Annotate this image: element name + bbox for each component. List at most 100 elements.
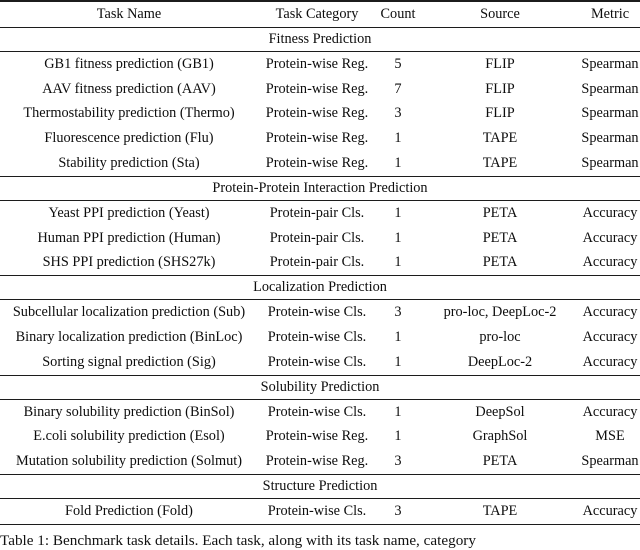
cell-task-name: Binary localization prediction (BinLoc)	[15, 329, 243, 346]
table-row: SHS PPI prediction (SHS27k) Protein-pair …	[0, 251, 640, 276]
cell-metric: Accuracy	[582, 329, 638, 346]
cell-task-name: Yeast PPI prediction (Yeast)	[48, 204, 210, 221]
cell-count: 1	[394, 155, 402, 172]
cell-count: 1	[394, 229, 402, 246]
cell-task-name: Fold Prediction (Fold)	[65, 503, 193, 520]
cell-metric: Accuracy	[582, 254, 638, 271]
column-header-task-name: Task Name	[96, 6, 162, 22]
cell-source: DeepSol	[475, 403, 525, 420]
table-section: Solubility Prediction Binary solubility p…	[0, 374, 640, 474]
cell-task-name: AAV fitness prediction (AAV)	[42, 80, 216, 97]
table-row: Yeast PPI prediction (Yeast) Protein-pair…	[0, 201, 640, 226]
cell-count: 3	[394, 503, 402, 520]
cell-source: PETA	[482, 229, 518, 246]
table-section: Fitness Prediction GB1 fitness prediction…	[0, 28, 640, 176]
cell-count: 3	[394, 304, 402, 321]
cell-task-name: Mutation solubility prediction (Solmut)	[16, 453, 242, 470]
section-header: Structure Prediction	[0, 475, 640, 500]
section-header: Fitness Prediction	[0, 28, 640, 52]
table-row: Subcellular localization prediction (Sub…	[0, 300, 640, 325]
table-row: E.coli solubility prediction (Esol) Prote…	[0, 425, 640, 450]
cell-count: 7	[394, 80, 402, 97]
cell-task-category: Protein-wise Cls.	[267, 353, 367, 370]
cell-count: 5	[394, 55, 402, 72]
table-row: Stability prediction (Sta) Protein-wise R…	[0, 151, 640, 176]
cell-task-name: Thermostability prediction (Thermo)	[23, 105, 235, 122]
table-row: AAV fitness prediction (AAV) Protein-wise…	[0, 77, 640, 102]
cell-metric: Accuracy	[582, 304, 638, 321]
cell-task-name: Subcellular localization prediction (Sub…	[12, 304, 246, 321]
cell-task-category: Protein-pair Cls.	[269, 254, 365, 271]
cell-count: 1	[394, 353, 402, 370]
table-row: Human PPI prediction (Human) Protein-pair…	[0, 226, 640, 251]
cell-task-name: Binary solubility prediction (BinSol)	[23, 403, 235, 420]
cell-source: TAPE	[482, 130, 518, 147]
table-row: Binary localization prediction (BinLoc) P…	[0, 325, 640, 350]
cell-source: TAPE	[482, 503, 518, 520]
cell-source: FLIP	[485, 80, 515, 97]
cell-metric: Spearman	[581, 453, 639, 470]
cell-task-category: Protein-wise Reg.	[265, 55, 369, 72]
cell-count: 1	[394, 204, 402, 221]
table-section: Structure Prediction Fold Prediction (Fol…	[0, 474, 640, 524]
cell-task-name: GB1 fitness prediction (GB1)	[44, 55, 214, 72]
cell-source: FLIP	[485, 55, 515, 72]
cell-count: 1	[394, 254, 402, 271]
section-header: Protein-Protein Interaction Prediction	[0, 177, 640, 201]
cell-task-name: Fluorescence prediction (Flu)	[44, 130, 214, 147]
cell-metric: Accuracy	[582, 503, 638, 520]
cell-count: 3	[394, 453, 402, 470]
cell-source: TAPE	[482, 155, 518, 172]
cell-source: pro-loc	[479, 329, 521, 346]
table-row: Thermostability prediction (Thermo) Prote…	[0, 102, 640, 127]
cell-task-category: Protein-pair Cls.	[269, 229, 365, 246]
cell-source: FLIP	[485, 105, 515, 122]
cell-source: PETA	[482, 204, 518, 221]
cell-task-name: Stability prediction (Sta)	[58, 155, 200, 172]
cell-metric: MSE	[595, 428, 625, 445]
cell-task-category: Protein-wise Reg.	[265, 428, 369, 445]
cell-metric: Accuracy	[582, 204, 638, 221]
cell-task-name: E.coli solubility prediction (Esol)	[33, 428, 225, 445]
cell-count: 1	[394, 403, 402, 420]
cell-metric: Accuracy	[582, 229, 638, 246]
table-row: Sorting signal prediction (Sig) Protein-w…	[0, 350, 640, 375]
cell-source: GraphSol	[472, 428, 528, 445]
cell-source: pro-loc, DeepLoc-2	[443, 304, 557, 321]
cell-task-category: Protein-wise Reg.	[265, 453, 369, 470]
cell-task-name: Sorting signal prediction (Sig)	[42, 353, 216, 370]
column-header-task-category: Task Category	[275, 6, 359, 22]
cell-source: PETA	[482, 453, 518, 470]
cell-task-category: Protein-pair Cls.	[269, 204, 365, 221]
table-row: Fluorescence prediction (Flu) Protein-wis…	[0, 126, 640, 151]
table-row: Mutation solubility prediction (Solmut) P…	[0, 449, 640, 474]
cell-count: 1	[394, 329, 402, 346]
cell-metric: Spearman	[581, 80, 639, 97]
cell-count: 1	[394, 130, 402, 147]
cell-task-category: Protein-wise Reg.	[265, 155, 369, 172]
cell-task-category: Protein-wise Cls.	[267, 403, 367, 420]
table-section: Protein-Protein Interaction Prediction Ye…	[0, 175, 640, 276]
table-caption: Table 1: Benchmark task details. Each ta…	[0, 532, 476, 549]
section-header: Localization Prediction	[0, 276, 640, 301]
column-header-source: Source	[480, 6, 520, 22]
column-header-count: Count	[380, 6, 416, 22]
section-header: Solubility Prediction	[0, 376, 640, 400]
cell-metric: Accuracy	[582, 403, 638, 420]
table-row: GB1 fitness prediction (GB1) Protein-wise…	[0, 52, 640, 77]
cell-task-category: Protein-wise Reg.	[265, 130, 369, 147]
column-header-metric: Metric	[590, 6, 630, 22]
cell-metric: Spearman	[581, 130, 639, 147]
cell-metric: Spearman	[581, 105, 639, 122]
table-row: Binary solubility prediction (BinSol) Pro…	[0, 400, 640, 425]
cell-task-category: Protein-wise Reg.	[265, 80, 369, 97]
cell-metric: Spearman	[581, 55, 639, 72]
cell-count: 3	[394, 105, 402, 122]
cell-task-category: Protein-wise Cls.	[267, 304, 367, 321]
cell-count: 1	[394, 428, 402, 445]
cell-source: DeepLoc-2	[467, 353, 533, 370]
cell-metric: Spearman	[581, 155, 639, 172]
table-row: Fold Prediction (Fold) Protein-wise Cls. 3…	[0, 499, 640, 524]
cell-source: PETA	[482, 254, 518, 271]
